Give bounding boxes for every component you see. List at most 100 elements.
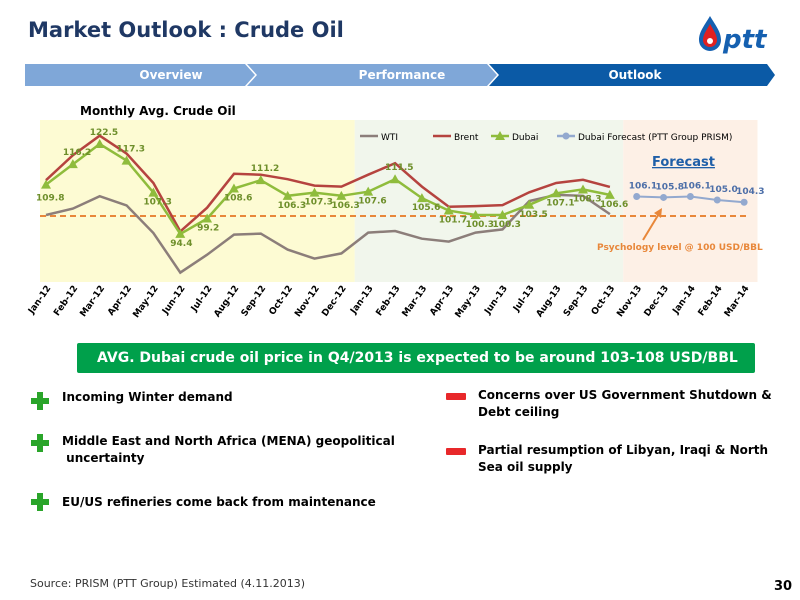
forecast-data-label: 105.8 [656, 182, 684, 192]
dubai-data-label: 117.3 [117, 145, 145, 155]
x-tick-label: Mar-13 [401, 284, 430, 319]
dubai-data-label: 109.8 [36, 194, 64, 204]
dubai-point [309, 187, 320, 197]
source-note: Source: PRISM (PTT Group) Estimated (4.1… [30, 577, 306, 590]
positive-driver-3-text: EU/US refineries come back from maintena… [62, 495, 376, 509]
forecast-data-label: 106.1 [629, 181, 657, 191]
dubai-data-label: 108.3 [573, 194, 601, 204]
x-tick-label: Jul-12 [189, 284, 214, 314]
forecast-data-label: 104.3 [736, 187, 764, 197]
page-number: 30 [774, 579, 793, 594]
dubai-data-label: 101.7 [439, 216, 467, 226]
dubai-data-label: 107.3 [305, 198, 333, 208]
x-tick-label: May-13 [454, 284, 483, 320]
dubai-point [497, 210, 508, 220]
dubai-point [416, 193, 427, 203]
psychology-level-label: Psychology level @ 100 USD/BBL [597, 243, 763, 253]
dubai-point [443, 205, 454, 215]
dubai-point [336, 190, 347, 200]
x-tick-label: Feb-12 [52, 284, 80, 318]
tab-outlook[interactable]: Outlook [608, 68, 662, 82]
tab-overview-bg[interactable] [25, 64, 255, 86]
tab-outlook-bg[interactable] [489, 64, 775, 86]
dubai-point [121, 155, 132, 165]
dubai-data-label: 111.2 [251, 164, 279, 174]
dubai-data-label: 107.1 [546, 198, 574, 208]
x-tick-label: Oct-12 [268, 284, 295, 317]
series-line-dubai [45, 142, 611, 236]
tab-performance[interactable]: Performance [359, 68, 446, 82]
x-tick-label: Apr-12 [106, 284, 134, 318]
dubai-point [470, 210, 481, 220]
x-tick-label: Feb-14 [697, 284, 725, 318]
avg-price-banner: AVG. Dubai crude oil price in Q4/2013 is… [77, 343, 755, 373]
dubai-point [390, 174, 401, 184]
x-tick-label: Sep-12 [240, 284, 268, 319]
dubai-point [228, 183, 239, 193]
dubai-data-label: 103.5 [519, 210, 547, 220]
x-tick-label: Sep-13 [562, 284, 590, 319]
dubai-data-label: 108.6 [224, 193, 252, 203]
band-2013 [354, 120, 624, 282]
dubai-data-label: 107.6 [358, 197, 386, 207]
plus-icon [30, 391, 50, 411]
x-tick-label: Aug-12 [213, 284, 242, 319]
tab-overview[interactable]: Overview [139, 68, 202, 82]
ptt-logo: ptt [699, 16, 768, 55]
tab-performance-bg[interactable] [247, 64, 497, 86]
x-tick-label: May-12 [132, 284, 161, 320]
forecast-data-label: 105.0 [709, 185, 737, 195]
x-tick-label: Apr-13 [428, 284, 456, 318]
dubai-data-label: 106.3 [331, 201, 359, 211]
legend-label-dubai: Dubai [512, 133, 538, 143]
positive-driver-1-text: Incoming Winter demand [62, 390, 233, 404]
dubai-data-label: 106.3 [278, 201, 306, 211]
x-tick-label: Feb-13 [374, 284, 402, 318]
dubai-point [282, 190, 293, 200]
positive-driver-2-text-cont: uncertainty [62, 451, 145, 465]
dubai-point [363, 186, 374, 196]
dubai-point [202, 213, 213, 223]
forecast-point [660, 193, 668, 201]
psychology-arrow-head [654, 208, 662, 218]
forecast-data-label: 106.1 [682, 181, 710, 191]
plus-icon [30, 433, 50, 453]
negative-driver-1: Concerns over US Government Shutdown & D… [478, 387, 772, 421]
dubai-data-label: 100.3 [466, 220, 494, 230]
x-tick-label: Dec-13 [643, 284, 671, 319]
x-tick-label: Mar-14 [723, 284, 752, 319]
dubai-point [148, 187, 159, 197]
series-line-wti [45, 193, 611, 275]
x-tick-label: Oct-13 [590, 284, 617, 317]
legend-marker-forecast [562, 132, 570, 140]
dubai-point [67, 159, 78, 169]
forecast-point [713, 196, 721, 204]
positive-driver-2-text: Middle East and North Africa (MENA) geop… [62, 434, 395, 448]
negative-driver-2-text: Partial resumption of Libyan, Iraqi & No… [478, 443, 769, 457]
avg-price-banner-text: AVG. Dubai crude oil price in Q4/2013 is… [97, 350, 738, 366]
x-tick-label: Dec-12 [320, 284, 348, 319]
x-tick-label: Jan-12 [26, 284, 53, 317]
x-tick-label: Mar-12 [78, 284, 107, 319]
dubai-data-label: 105.6 [412, 203, 440, 213]
positive-driver-3: EU/US refineries come back from maintena… [62, 494, 376, 511]
dubai-data-label: 94.4 [170, 239, 192, 249]
legend-marker-dubai [495, 131, 505, 140]
psychology-arrow [642, 211, 661, 241]
forecast-point [740, 198, 748, 206]
negative-driver-2-text-cont: Sea oil supply [478, 460, 573, 474]
dubai-data-label: 111.5 [385, 163, 413, 173]
dubai-data-label: 100.3 [492, 220, 520, 230]
crude-oil-chart: 109.8 116.2 122.5 117.3 107.3 94.4 99.2 108.6 11… [26, 120, 765, 320]
negative-driver-1-text-cont: Debt ceiling [478, 405, 560, 419]
page-title: Market Outlook : Crude Oil [28, 18, 344, 42]
legend-label-dubai-forecast: Dubai Forecast (PTT Group PRISM) [578, 133, 732, 143]
dubai-point [41, 179, 51, 189]
negative-driver-2: Partial resumption of Libyan, Iraqi & No… [478, 442, 768, 476]
dubai-point [578, 184, 588, 194]
x-tick-label: Jul-13 [511, 284, 536, 314]
x-tick-label: Jun-13 [483, 284, 510, 317]
section-tabs: Overview Performance Outlook [25, 64, 775, 86]
positive-driver-2: Middle East and North Africa (MENA) geop… [62, 433, 395, 467]
forecast-point [633, 192, 641, 200]
